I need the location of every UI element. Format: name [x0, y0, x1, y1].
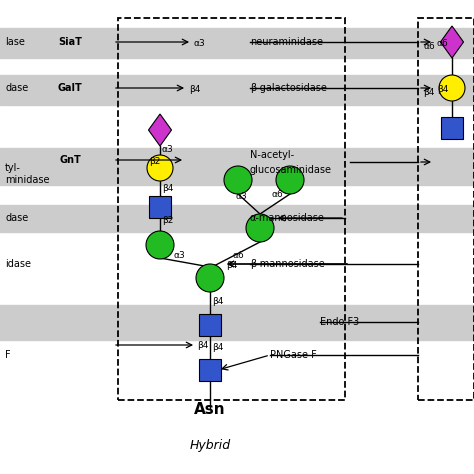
Circle shape	[146, 231, 174, 259]
Text: Asn: Asn	[194, 402, 226, 418]
Text: GalT: GalT	[58, 83, 82, 93]
Text: GnT: GnT	[59, 155, 81, 165]
Text: β-mannosidase: β-mannosidase	[250, 259, 325, 269]
Bar	[0, 75, 474, 105]
Text: α6: α6	[232, 250, 244, 259]
Circle shape	[246, 214, 274, 242]
Bar	[0, 28, 474, 58]
Text: N-acetyl-: N-acetyl-	[250, 150, 294, 160]
Text: PNGase F: PNGase F	[270, 350, 317, 360]
Circle shape	[196, 264, 224, 292]
Text: lase: lase	[5, 37, 25, 47]
Bar	[199, 314, 221, 336]
Text: α3: α3	[194, 38, 206, 47]
Text: β4: β4	[212, 298, 223, 307]
Text: dase: dase	[5, 83, 28, 93]
Text: Hybrid: Hybrid	[190, 438, 230, 452]
Text: tyl-: tyl-	[5, 163, 21, 173]
Bar	[0, 148, 474, 185]
Text: β4: β4	[424, 88, 435, 97]
Circle shape	[276, 166, 304, 194]
Text: β4: β4	[212, 344, 223, 353]
Circle shape	[439, 75, 465, 101]
Text: α3: α3	[162, 145, 174, 154]
Text: β4: β4	[437, 84, 448, 93]
Text: SiaT: SiaT	[58, 37, 82, 47]
Circle shape	[224, 166, 252, 194]
Text: β-galactosidase: β-galactosidase	[250, 83, 327, 93]
Text: minidase: minidase	[5, 175, 49, 185]
Polygon shape	[440, 26, 464, 58]
Text: β4: β4	[189, 84, 201, 93]
Text: dase: dase	[5, 213, 28, 223]
Text: neuraminidase: neuraminidase	[250, 37, 323, 47]
Circle shape	[147, 155, 173, 181]
Text: β4: β4	[226, 261, 237, 270]
Text: β2: β2	[149, 156, 160, 165]
Text: Endo F3: Endo F3	[320, 317, 359, 327]
Text: idase: idase	[5, 259, 31, 269]
Text: α3: α3	[173, 252, 185, 261]
Text: F: F	[5, 350, 10, 360]
Text: α6: α6	[423, 42, 435, 51]
Text: β4: β4	[162, 183, 173, 192]
Text: β4: β4	[197, 341, 209, 350]
Bar	[149, 196, 171, 218]
Text: α3: α3	[235, 191, 247, 201]
Polygon shape	[148, 114, 172, 146]
Text: α6: α6	[437, 38, 449, 47]
Bar	[118, 18, 345, 400]
Bar	[418, 18, 474, 400]
Bar	[441, 117, 463, 139]
Text: β2: β2	[162, 216, 173, 225]
Bar	[0, 205, 474, 232]
Bar	[199, 359, 221, 381]
Bar	[0, 305, 474, 340]
Text: glucosaminidase: glucosaminidase	[250, 165, 332, 175]
Text: α6: α6	[271, 190, 283, 199]
Text: α-mannosidase: α-mannosidase	[250, 213, 325, 223]
